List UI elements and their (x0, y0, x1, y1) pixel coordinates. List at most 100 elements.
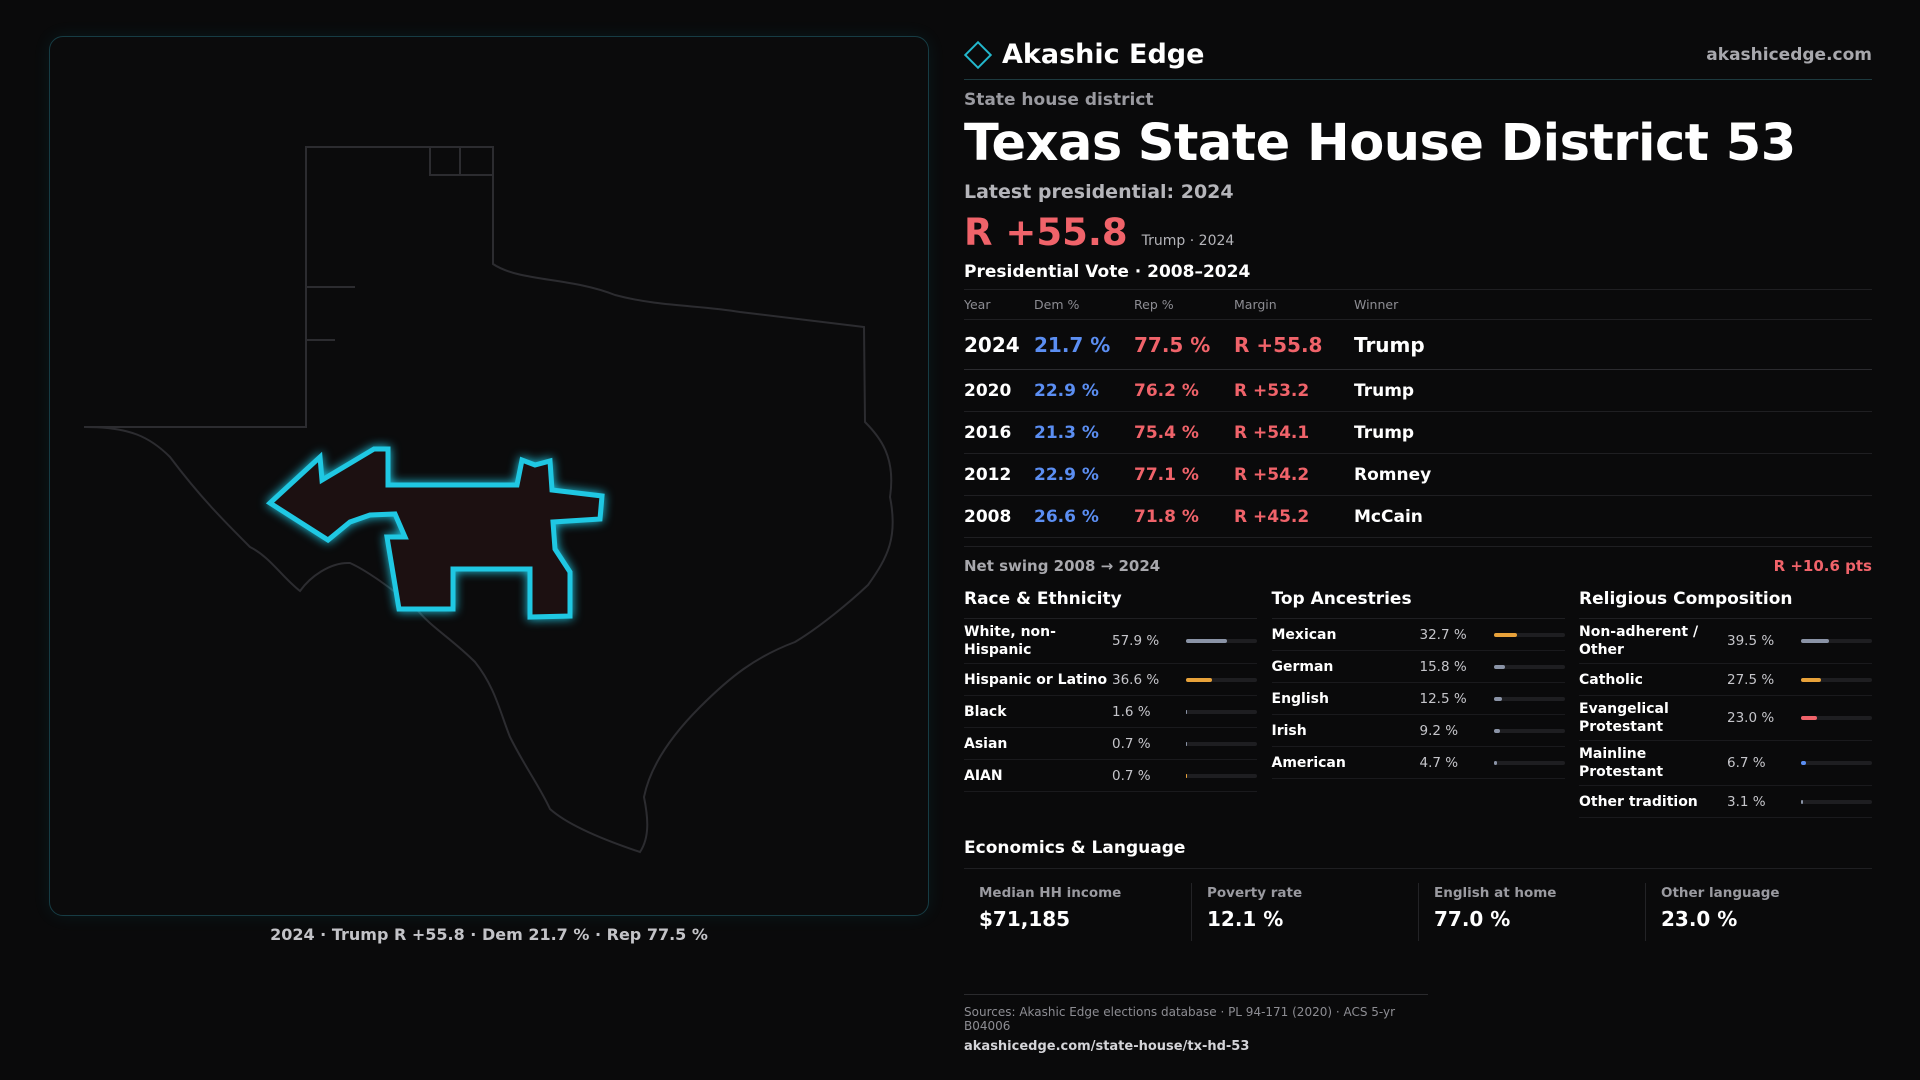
table-row[interactable]: 2012 22.9 % 77.1 % R +54.2 Romney (964, 453, 1872, 496)
share-bar (1186, 741, 1257, 746)
list-item[interactable]: Non-adherent / Other 39.5 % (1579, 619, 1872, 664)
item-label: Non-adherent / Other (1579, 624, 1699, 658)
item-label: Hispanic or Latino (964, 671, 1108, 688)
share-bar (1493, 664, 1565, 669)
item-label: Evangelical Protestant (1579, 701, 1669, 735)
brand-name: Akashic Edge (1002, 39, 1205, 70)
list-item[interactable]: Hispanic or Latino 36.6 % (964, 664, 1257, 696)
share-bar (1801, 677, 1872, 682)
list-item[interactable]: White, non-Hispanic 57.9 % (964, 619, 1257, 664)
cell-rep: 77.5 % (1134, 319, 1234, 370)
stat-value: 77.0 % (1433, 907, 1511, 931)
item-value: 0.7 % (1112, 735, 1151, 752)
cell-dem: 21.3 % (1034, 411, 1134, 454)
district-highlight[interactable] (265, 446, 605, 620)
item-value: 57.9 % (1112, 633, 1160, 649)
list-item[interactable]: Mexican 32.7 % (1271, 619, 1565, 651)
table-row[interactable]: 2024 21.7 % 77.5 % R +55.8 Trump (964, 319, 1872, 370)
brand[interactable]: Akashic Edge (963, 39, 1205, 70)
cell-winner: Romney (1354, 453, 1872, 496)
share-bar-fill (1801, 716, 1818, 720)
item-value: 9.2 % (1419, 722, 1459, 739)
district-kind: State house district (964, 90, 1154, 110)
cell-margin: R +53.2 (1234, 369, 1354, 412)
item-label: Asian (964, 735, 1008, 752)
cell-year: 2020 (964, 369, 1034, 412)
latest-margin-subtitle: Trump · 2024 (1141, 233, 1235, 249)
item-label: Black (964, 703, 1007, 720)
share-bar-fill (1493, 696, 1503, 701)
table-header-row: Year Dem % Rep % Margin Winner (964, 289, 1872, 320)
item-label: AIAN (964, 767, 1003, 784)
item-value: 39.5 % (1727, 633, 1775, 649)
map-canvas (84, 146, 894, 854)
religion-section: Religious Composition Non-adherent / Oth… (1579, 589, 1872, 818)
cell-rep: 71.8 % (1134, 495, 1234, 538)
list-item[interactable]: Irish 9.2 % (1271, 715, 1565, 747)
share-bar (1801, 639, 1872, 643)
share-bar-fill (1186, 741, 1188, 746)
map-caption: 2024 · Trump R +55.8 · Dem 21.7 % · Rep … (270, 925, 708, 944)
list-item[interactable]: English 12.5 % (1271, 683, 1565, 715)
cell-year: 2016 (964, 411, 1034, 454)
share-bar-fill (1186, 773, 1188, 778)
vote-table-heading: Presidential Vote · 2008–2024 (964, 262, 1251, 282)
item-label: Catholic (1579, 671, 1643, 688)
stat-label: Other language (1660, 885, 1780, 901)
list-item[interactable]: Evangelical Protestant 23.0 % (1579, 696, 1872, 741)
net-swing: Net swing 2008 → 2024 R +10.6 pts (964, 546, 1872, 575)
stat-label: Median HH income (979, 885, 1122, 901)
list-item[interactable]: Catholic 27.5 % (1579, 664, 1872, 696)
list-item[interactable]: AIAN 0.7 % (964, 760, 1257, 792)
cell-margin: R +54.2 (1234, 453, 1354, 496)
column-header-year: Year (964, 289, 1034, 320)
net-swing-value: R +10.6 pts (1773, 557, 1872, 575)
presidential-vote-table: Year Dem % Rep % Margin Winner 2024 21.7… (964, 289, 1872, 538)
share-bar (1493, 760, 1565, 765)
cell-dem: 22.9 % (1034, 369, 1134, 412)
table-row[interactable]: 2016 21.3 % 75.4 % R +54.1 Trump (964, 411, 1872, 454)
religion-heading: Religious Composition (1579, 589, 1872, 619)
district-map[interactable] (49, 36, 929, 916)
column-header-margin: Margin (1234, 289, 1354, 320)
item-value: 3.1 % (1727, 793, 1766, 810)
list-item[interactable]: Asian 0.7 % (964, 728, 1257, 760)
share-bar-fill (1493, 728, 1501, 733)
table-row[interactable]: 2008 26.6 % 71.8 % R +45.2 McCain (964, 495, 1872, 538)
share-bar (1186, 773, 1257, 778)
cell-margin: R +55.8 (1234, 319, 1354, 370)
share-bar-fill (1186, 677, 1212, 682)
table-row[interactable]: 2020 22.9 % 76.2 % R +53.2 Trump (964, 369, 1872, 412)
cell-winner: McCain (1354, 495, 1872, 538)
share-bar (1801, 799, 1872, 804)
share-bar-fill (1801, 761, 1806, 765)
cell-dem: 26.6 % (1034, 495, 1134, 538)
item-label: Mainline Protestant (1579, 746, 1664, 780)
stat-poverty-rate: Poverty rate 12.1 % (1190, 883, 1418, 941)
brand-url-link[interactable]: akashicedge.com (1706, 44, 1872, 65)
share-bar (1186, 709, 1257, 714)
page-title: Texas State House District 53 (964, 114, 1872, 173)
list-item[interactable]: German 15.8 % (1271, 651, 1565, 683)
permalink[interactable]: akashicedge.com/state-house/tx-hd-53 (964, 1039, 1250, 1054)
list-item[interactable]: Black 1.6 % (964, 696, 1257, 728)
latest-margin-value: R +55.8 (964, 211, 1128, 254)
cell-winner: Trump (1354, 369, 1872, 412)
list-item[interactable]: American 4.7 % (1271, 747, 1565, 779)
economics-heading: Economics & Language (964, 838, 1872, 869)
cell-margin: R +45.2 (1234, 495, 1354, 538)
list-item[interactable]: Mainline Protestant 6.7 % (1579, 741, 1872, 786)
ancestry-section: Top Ancestries Mexican 32.7 % German 15.8 %… (1271, 589, 1565, 818)
share-bar (1493, 696, 1565, 701)
item-value: 36.6 % (1112, 671, 1160, 688)
cell-rep: 77.1 % (1134, 453, 1234, 496)
item-label: Irish (1271, 722, 1307, 739)
share-bar (1801, 716, 1872, 720)
item-value: 0.7 % (1112, 767, 1151, 784)
item-label: English (1271, 690, 1329, 707)
race-section: Race & Ethnicity White, non-Hispanic 57.9… (964, 589, 1257, 818)
stat-value: 12.1 % (1206, 907, 1284, 931)
diamond-logo-icon (963, 40, 993, 69)
list-item[interactable]: Other tradition 3.1 % (1579, 786, 1872, 818)
share-bar (1493, 632, 1565, 637)
